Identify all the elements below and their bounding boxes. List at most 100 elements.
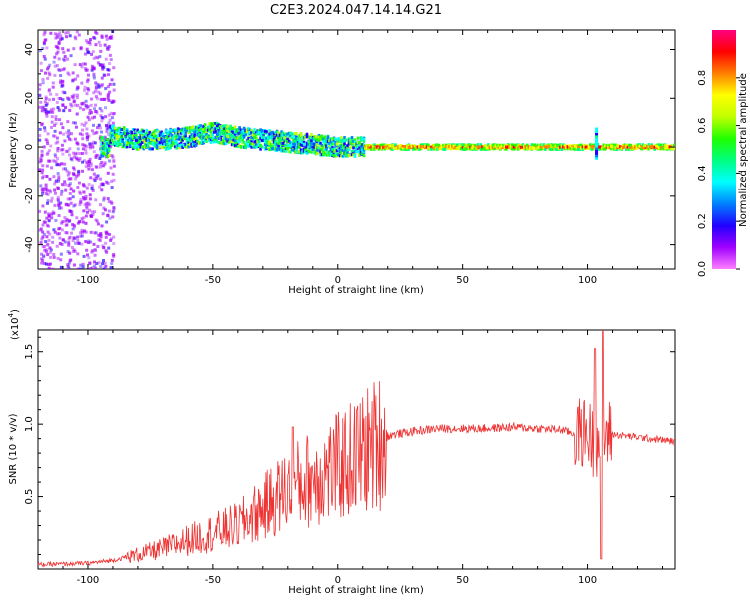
spectrogram-cell <box>77 181 81 185</box>
spectrogram-cell <box>197 124 201 128</box>
spectrogram-cell <box>51 85 55 89</box>
spectrogram-cell <box>283 147 286 151</box>
spectrogram-cell <box>350 150 354 154</box>
spectrogram-cell <box>670 146 673 150</box>
spectrogram-cell <box>89 240 93 244</box>
spectrogram-cell <box>241 138 244 142</box>
spectrogram-cell <box>157 130 160 134</box>
spectrogram-cell <box>73 35 77 39</box>
spectrogram-cell <box>118 126 121 130</box>
spectrogram-cell <box>182 137 186 141</box>
spectrogram-cell <box>86 115 90 119</box>
spectrogram-cell <box>662 147 666 151</box>
spectrogram-cell <box>106 155 109 159</box>
spectrogram-cell <box>116 128 120 132</box>
spectrogram-cell <box>251 130 255 134</box>
spectrogram-cell <box>289 150 292 154</box>
spectrogram-cell <box>230 143 234 147</box>
spectrogram-cell <box>140 130 144 134</box>
spectrogram-cell <box>476 146 480 150</box>
spectrogram-cell <box>133 144 136 148</box>
spectrogram-cell <box>346 150 349 154</box>
spectrogram-cell <box>110 129 114 133</box>
spectrogram-cell <box>323 139 327 143</box>
spectrogram-cell <box>277 144 280 148</box>
spectrogram-cell <box>340 136 343 140</box>
spectrogram-cell <box>59 34 63 38</box>
spectrogram-cell <box>143 141 147 145</box>
spectrogram-cell <box>38 209 42 213</box>
spectrogram-cell <box>111 155 115 159</box>
spectrogram-cell <box>149 141 153 145</box>
spectrogram-cell <box>352 146 355 150</box>
spectrogram-cell <box>274 142 277 146</box>
spectrogram-cell <box>296 150 300 154</box>
spectrogram-cell <box>437 147 441 151</box>
spectrogram-cell <box>200 140 204 144</box>
spectrogram-cell <box>338 146 342 150</box>
spectrogram-cell <box>45 111 49 115</box>
spectrogram-cell <box>89 162 93 166</box>
spectrogram-cell <box>446 144 450 148</box>
spectrogram-cell <box>76 74 80 78</box>
spectrogram-cell <box>84 104 88 108</box>
spectrogram-cell <box>149 136 153 140</box>
y-tick-label: 1.0 <box>24 416 35 432</box>
spectrogram-cell <box>197 128 201 132</box>
spectrogram-cell <box>110 186 114 190</box>
spectrogram-cell <box>508 145 511 149</box>
spectrogram-cell <box>104 57 108 61</box>
spectrogram-cell <box>287 131 291 135</box>
spectrogram-cell <box>42 145 46 149</box>
spectrogram-cell <box>112 128 115 132</box>
spectrogram-cell <box>343 142 346 146</box>
spectrogram-cell <box>53 32 57 36</box>
spectrogram-cell <box>97 40 101 44</box>
spectrogram-cell <box>39 257 43 261</box>
spectrogram-cell <box>44 103 48 107</box>
spectrogram-cell <box>259 128 262 132</box>
spectrogram-cell <box>563 144 567 148</box>
spectrogram-cell <box>328 141 331 145</box>
spectrogram-cell <box>283 133 286 137</box>
spectrogram-cell <box>103 147 106 151</box>
spectrogram-cell <box>77 33 81 37</box>
spectrogram-cell <box>130 132 133 136</box>
spectrogram-cell <box>128 130 132 134</box>
spectrogram-cell <box>389 144 393 148</box>
spectrogram-cell <box>220 126 223 130</box>
spectrogram-cell <box>112 133 115 137</box>
spectrogram-cell <box>509 144 513 148</box>
spectrogram-cell <box>42 254 46 258</box>
spectrogram-cell <box>319 144 322 148</box>
spectrogram-cell <box>86 105 90 109</box>
spectrogram-cell <box>538 146 541 150</box>
spectrogram-cell <box>239 128 243 132</box>
spectrogram-cell <box>179 144 183 148</box>
spectrogram-cell <box>148 131 151 135</box>
spectrogram-cell <box>247 132 250 136</box>
spectrogram-cell <box>379 143 382 147</box>
spectrogram-cell <box>50 120 54 124</box>
spectrogram-cell <box>56 157 60 161</box>
spectrogram-cell <box>82 101 86 105</box>
spectrogram-cell <box>355 147 358 151</box>
spectrogram-cell <box>352 139 355 143</box>
spectrogram-cell <box>124 145 127 149</box>
spectrogram-cell <box>170 141 174 145</box>
spectrogram-cell <box>43 71 47 75</box>
spectrogram-cell <box>422 145 426 149</box>
spectrogram-cell <box>308 146 312 150</box>
spectrogram-cell <box>262 135 265 139</box>
spectrogram-cell <box>518 146 522 150</box>
y-tick-label: -20 <box>24 188 35 204</box>
spectrogram-cell <box>316 138 319 142</box>
spectrogram-cell <box>111 210 115 214</box>
spectrogram-cell <box>91 50 95 54</box>
spectrogram-cell <box>470 146 474 150</box>
spectrogram-cell <box>326 135 330 139</box>
spectrogram-cell <box>94 30 98 34</box>
spectrogram-cell <box>69 187 73 191</box>
spectrogram-cell <box>87 163 91 167</box>
spectrogram-cell <box>188 135 192 139</box>
